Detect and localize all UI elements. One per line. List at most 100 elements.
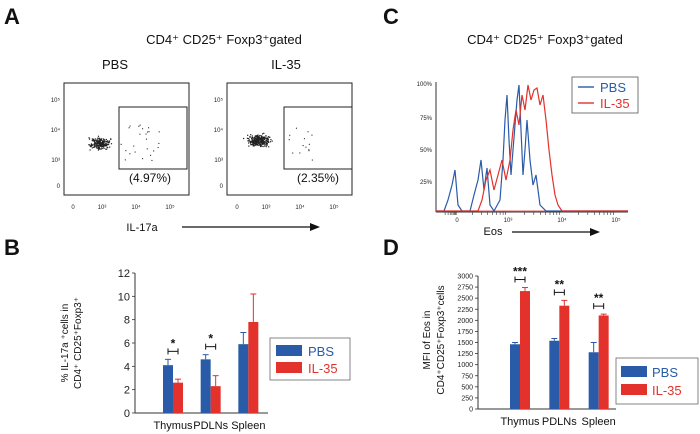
flow-event-dot bbox=[250, 134, 252, 136]
flow-event-dot bbox=[105, 142, 107, 144]
flow-event-dot bbox=[94, 141, 96, 143]
significance-label: * bbox=[171, 336, 176, 350]
flow-event-dot bbox=[308, 149, 310, 151]
flow-event-dot bbox=[256, 138, 258, 140]
flow-event-dot bbox=[129, 153, 131, 155]
flow-event-dot bbox=[263, 142, 265, 144]
flow-event-dot bbox=[258, 142, 260, 144]
flow-event-dot bbox=[250, 144, 252, 146]
flow-plot-il35-ytick: 0 bbox=[220, 184, 224, 190]
significance-label: * bbox=[208, 332, 213, 346]
flow-event-dot bbox=[271, 140, 273, 142]
flow-event-dot bbox=[151, 159, 153, 161]
flow-plot-il35-percent: (2.35%) bbox=[297, 171, 339, 185]
flow-event-dot bbox=[97, 147, 99, 149]
flow-event-dot bbox=[259, 135, 261, 137]
flow-event-dot bbox=[253, 143, 255, 145]
flow-event-dot bbox=[96, 144, 98, 146]
flow-event-dot bbox=[261, 135, 263, 137]
flow-event-dot bbox=[103, 145, 105, 147]
flow-event-dot bbox=[97, 147, 99, 149]
flow-event-dot bbox=[101, 146, 103, 148]
panel-a-plot1-name: PBS bbox=[102, 57, 128, 72]
flow-event-dot bbox=[257, 137, 259, 139]
flow-event-dot bbox=[252, 144, 254, 147]
flow-event-dot bbox=[288, 139, 290, 141]
flow-event-dot bbox=[268, 146, 270, 148]
panel-b-ylabel-line2: CD4⁺ CD25⁺Foxp3⁺ bbox=[73, 297, 84, 389]
flow-event-dot bbox=[259, 141, 261, 143]
significance-label: ** bbox=[594, 291, 604, 305]
flow-event-dot bbox=[105, 148, 107, 150]
bar-il35-spleen bbox=[248, 322, 259, 413]
flow-event-dot bbox=[243, 137, 245, 140]
flow-event-dot bbox=[93, 140, 95, 142]
flow-event-dot bbox=[266, 144, 268, 146]
panel-c-arrow bbox=[512, 228, 600, 236]
panel-d-legend-pbs-swatch bbox=[621, 366, 647, 377]
panel-c-legend: PBS IL-35 bbox=[571, 76, 639, 114]
flow-plot-pbs-xtick: 10³ bbox=[98, 205, 107, 211]
significance-label: *** bbox=[513, 265, 527, 279]
bar-chart-ytick-label: 3000 bbox=[457, 274, 473, 281]
flow-event-dot bbox=[257, 140, 259, 142]
flow-event-dot bbox=[254, 143, 256, 145]
flow-event-dot bbox=[101, 147, 103, 149]
flow-event-dot bbox=[103, 147, 105, 149]
bar-chart-ytick-label: 0 bbox=[469, 407, 473, 414]
flow-event-dot bbox=[248, 145, 250, 147]
flow-event-dot bbox=[88, 138, 91, 140]
flow-event-dot bbox=[256, 141, 258, 143]
flow-event-dot bbox=[248, 142, 250, 144]
flow-event-dot bbox=[91, 138, 93, 140]
flow-event-dot bbox=[256, 134, 258, 137]
flow-event-dot bbox=[145, 133, 147, 135]
flow-event-dot bbox=[311, 159, 313, 161]
flow-event-dot bbox=[95, 145, 97, 147]
flow-event-dot bbox=[105, 139, 107, 141]
flow-event-dot bbox=[107, 140, 109, 142]
panel-b-legend-il35-label: IL-35 bbox=[308, 361, 338, 376]
flow-event-dot bbox=[157, 147, 159, 149]
histogram-xtick: 10⁴ bbox=[557, 217, 567, 224]
flow-event-dot bbox=[102, 146, 105, 148]
flow-event-dot bbox=[98, 140, 100, 142]
flow-event-dot bbox=[257, 144, 259, 146]
flow-event-dot bbox=[97, 143, 99, 145]
bar-chart-category-label: Spleen bbox=[582, 416, 616, 428]
panel-c-title: CD4⁺ CD25⁺ Foxp3⁺gated bbox=[467, 32, 623, 47]
flow-event-dot bbox=[94, 142, 96, 145]
flow-event-dot bbox=[93, 145, 95, 147]
flow-event-dot bbox=[146, 148, 148, 150]
flow-event-dot bbox=[105, 141, 108, 143]
flow-event-dot bbox=[303, 138, 305, 140]
flow-event-dot bbox=[305, 146, 307, 148]
flow-event-dot bbox=[102, 144, 104, 146]
bar-chart-ytick-label: 1500 bbox=[457, 340, 473, 347]
flow-event-dot bbox=[255, 141, 257, 143]
flow-event-dot bbox=[256, 136, 258, 138]
flow-event-dot bbox=[262, 136, 264, 139]
flow-event-dot bbox=[295, 127, 297, 129]
flow-event-dot bbox=[91, 147, 93, 149]
flow-event-dot bbox=[94, 139, 96, 142]
flow-event-dot bbox=[262, 137, 264, 139]
flow-event-dot bbox=[106, 148, 108, 150]
flow-plot-pbs-xtick: 10⁵ bbox=[165, 204, 175, 211]
flow-event-dot bbox=[97, 135, 100, 137]
flow-event-dot bbox=[255, 137, 257, 139]
flow-plot-pbs-events bbox=[88, 124, 160, 161]
flow-plot-il35-ytick: 10⁵ bbox=[214, 97, 224, 104]
flow-event-dot bbox=[100, 145, 102, 147]
flow-event-dot bbox=[90, 143, 93, 145]
flow-event-dot bbox=[251, 135, 253, 137]
flow-plot-pbs: (4.97%) 10⁵ 10⁴ 10³ 0 0 10³ 10⁴ 10⁵ bbox=[51, 82, 190, 211]
flow-plot-il35-ytick: 10³ bbox=[214, 158, 223, 164]
flow-event-dot bbox=[133, 145, 135, 147]
flow-event-dot bbox=[253, 139, 255, 141]
flow-event-dot bbox=[258, 138, 260, 140]
flow-event-dot bbox=[260, 138, 262, 140]
flow-event-dot bbox=[98, 146, 100, 148]
panel-a-plot2-name: IL-35 bbox=[271, 57, 301, 72]
histogram-xtick: 10³ bbox=[504, 218, 513, 224]
